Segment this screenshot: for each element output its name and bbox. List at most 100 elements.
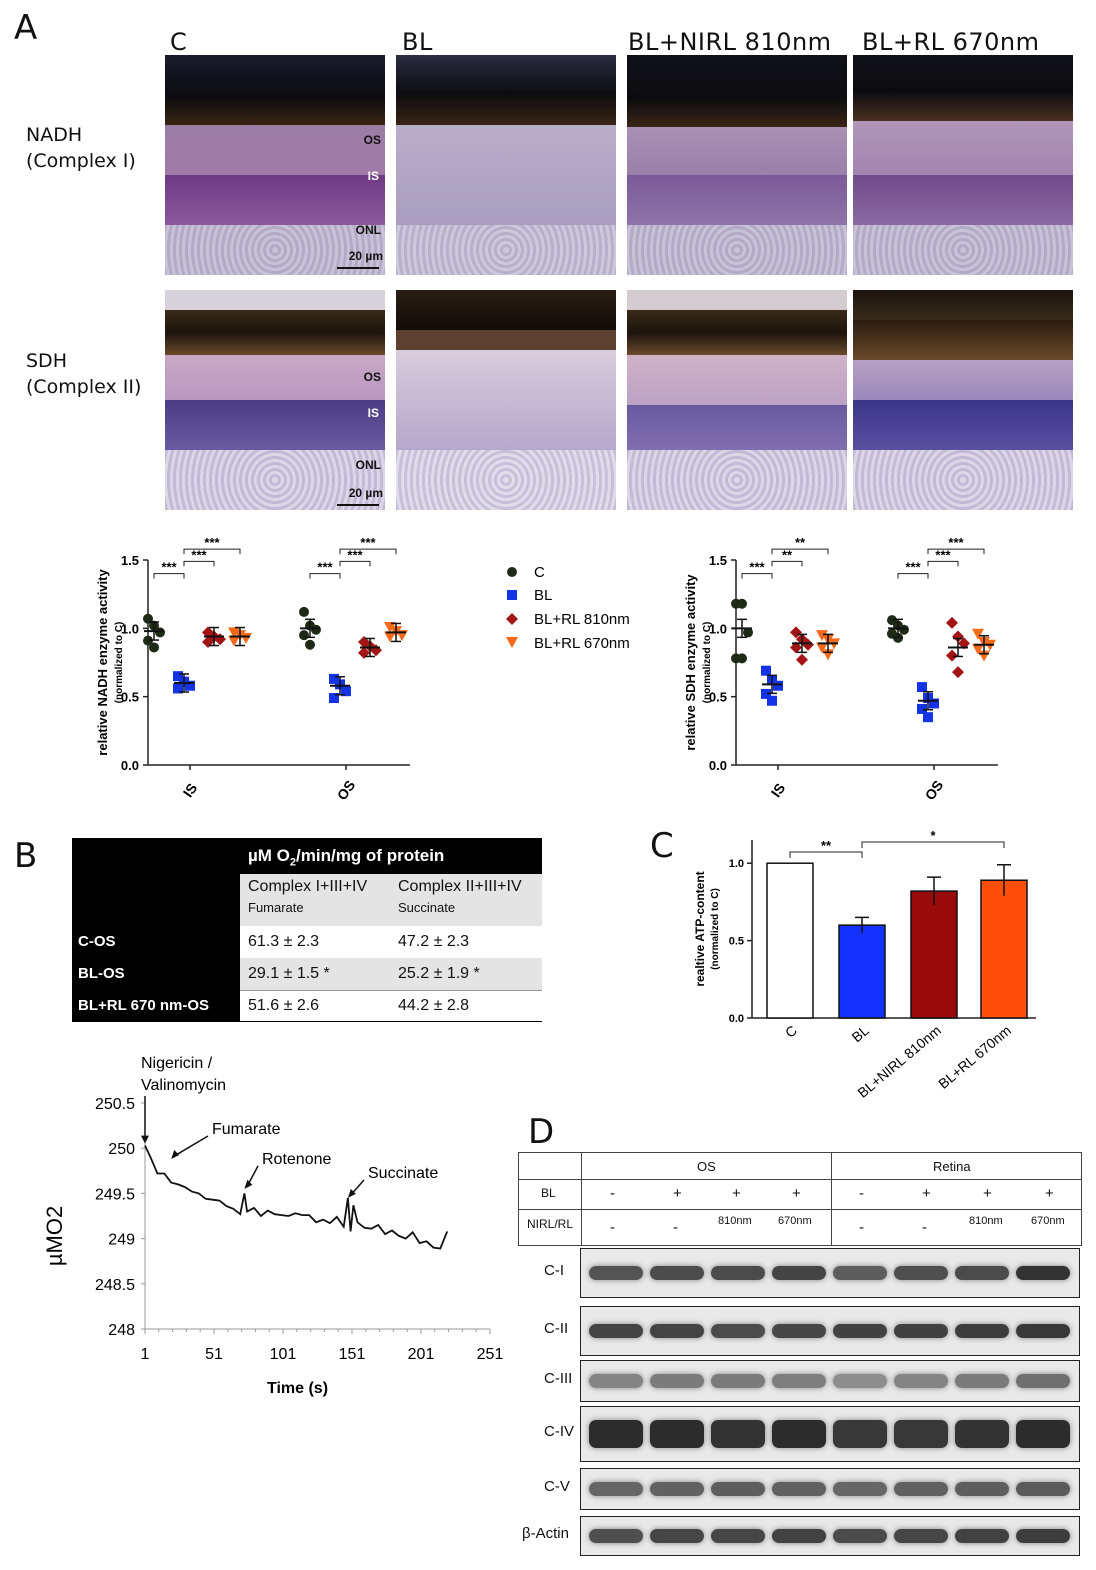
significance-bracket: [771, 560, 803, 567]
blot-band: [711, 1420, 765, 1448]
significance-label: ***: [948, 535, 964, 550]
data-point: [384, 631, 396, 643]
blot-band: [650, 1420, 704, 1448]
x-tick-label: 201: [408, 1346, 435, 1363]
x-tick-label: IS: [180, 780, 201, 800]
row-label-nadh: NADH (Complex I): [26, 124, 136, 172]
data-point: [946, 616, 958, 629]
data-point: [240, 632, 252, 644]
annotation-label: Nigericin /: [141, 1055, 213, 1072]
y-axis-sublabel: (normalized to C): [710, 888, 721, 970]
blot-band: [955, 1324, 1009, 1338]
y-tick-label: 0.5: [709, 690, 727, 705]
data-point: [761, 688, 771, 699]
western-blot-strip: [580, 1516, 1080, 1556]
blot-band: [589, 1420, 643, 1448]
blot-label: β-Actin: [522, 1525, 569, 1542]
data-point: [329, 693, 339, 704]
data-point: [796, 653, 808, 666]
y-axis-label: µMO2: [42, 1206, 67, 1266]
blot-band: [1016, 1482, 1070, 1496]
bar: [838, 924, 886, 1019]
significance-bracket: [927, 560, 959, 567]
significance-label: ***: [204, 535, 220, 550]
column-header-c: C: [170, 28, 188, 56]
annotation-label: Valinomycin: [141, 1077, 226, 1094]
bl-value: +: [792, 1185, 801, 1202]
blot-band: [955, 1266, 1009, 1280]
bl-value: +: [1045, 1185, 1054, 1202]
y-axis-sublabel: (normalized to C): [114, 622, 125, 704]
row-label-bl: BL: [541, 1186, 556, 1200]
significance-bracket: [183, 560, 215, 567]
blot-band: [1016, 1324, 1070, 1338]
y-tick-label: 0.0: [121, 758, 139, 773]
legend-item-bl: BL: [507, 587, 552, 604]
svg-text:BL: BL: [534, 587, 552, 604]
blot-band: [772, 1420, 826, 1448]
y-axis-label: realtive ATP-content: [693, 871, 707, 986]
blot-band: [650, 1529, 704, 1543]
x-tick-label: IS: [768, 780, 789, 800]
annotation-label: Rotenone: [262, 1151, 331, 1168]
blot-band: [955, 1529, 1009, 1543]
bl-value: +: [922, 1185, 931, 1202]
western-blot-strip: [580, 1306, 1080, 1356]
annotation-arrowhead: [171, 1150, 180, 1160]
y-tick-label: 0.5: [121, 690, 139, 705]
data-point: [917, 682, 927, 693]
legend-item-c: C: [507, 564, 545, 581]
significance-label: **: [821, 838, 832, 853]
data-point: [952, 666, 964, 679]
blot-band: [589, 1374, 643, 1388]
x-tick-label: 1: [141, 1346, 150, 1363]
panel-letter-d: D: [528, 1112, 555, 1152]
data-point: [173, 671, 183, 682]
data-point: [143, 613, 153, 624]
data-point: [958, 637, 970, 650]
chart-legend: C BL BL+RL 810nm BL+RL 670nm: [506, 564, 630, 652]
panel-letter-a: A: [14, 8, 38, 48]
column-header-nirl-810: BL+NIRL 810nm: [628, 28, 832, 56]
micrograph-nadh-bl: [396, 55, 616, 275]
significance-bracket: [339, 548, 397, 555]
table-row: BL-OS 29.1 ± 1.5 * 25.2 ± 1.9 *: [78, 965, 480, 982]
significance-label: *: [930, 830, 936, 843]
data-point: [790, 641, 802, 654]
blot-band: [589, 1529, 643, 1543]
significance-bracket: [741, 573, 773, 579]
significance-label: **: [782, 547, 793, 562]
blot-band: [833, 1420, 887, 1448]
annotation-label: Succinate: [368, 1165, 438, 1182]
significance-label: ***: [935, 547, 951, 562]
significance-label: ***: [905, 560, 921, 575]
blot-band: [955, 1482, 1009, 1496]
nirl-value: 670nm: [1031, 1215, 1065, 1227]
blot-band: [894, 1420, 948, 1448]
nirl-value: -: [673, 1219, 678, 1236]
x-tick-label: OS: [922, 777, 947, 803]
x-tick-label: 151: [339, 1346, 366, 1363]
data-point: [737, 653, 747, 664]
blot-band: [833, 1266, 887, 1280]
legend-item-bl-rl-670: BL+RL 670nm: [506, 635, 630, 652]
table-row: BL+RL 670 nm-OS 51.6 ± 2.6 44.2 ± 2.8: [78, 997, 470, 1014]
significance-bracket: [927, 548, 985, 555]
blot-band: [894, 1529, 948, 1543]
blot-band: [711, 1266, 765, 1280]
significance-label: ***: [317, 560, 333, 575]
x-axis-label: Time (s): [267, 1380, 328, 1397]
western-blot-strip: [580, 1406, 1080, 1462]
blot-band: [711, 1482, 765, 1496]
micrograph-nadh-c: OS IS ONL 20 µm: [165, 55, 385, 275]
blot-band: [833, 1374, 887, 1388]
scale-label: 20 µm: [348, 249, 383, 263]
data-point: [173, 683, 183, 694]
significance-bracket: [183, 548, 241, 555]
atp-content-chart: 0.0 0.5 1.0 realtive ATP-content (normalized…: [693, 830, 1036, 1101]
bl-value: +: [983, 1185, 992, 1202]
blot-band: [711, 1324, 765, 1338]
data-point: [299, 606, 309, 617]
micrograph-sdh-bl: [396, 290, 616, 510]
